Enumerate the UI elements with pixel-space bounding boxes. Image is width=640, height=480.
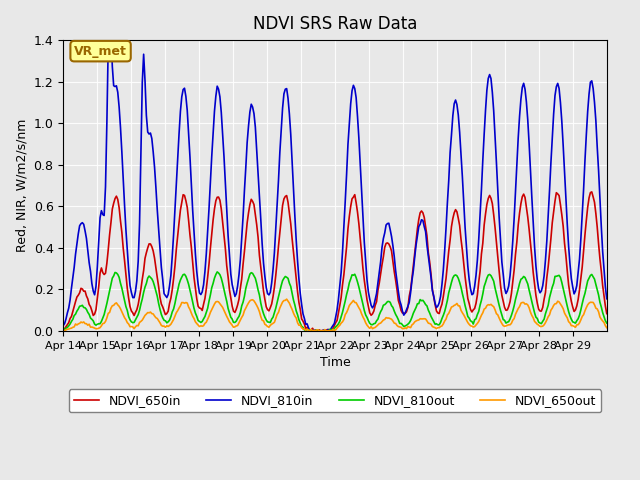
NDVI_650in xyxy=(453,209,461,215)
NDVI_810out xyxy=(125,314,132,320)
NDVI_650in xyxy=(313,328,321,334)
Line: NDVI_650out: NDVI_650out xyxy=(63,299,607,331)
NDVI_810out xyxy=(213,269,221,275)
NDVI_810in xyxy=(457,151,465,157)
NDVI_810out xyxy=(457,284,465,290)
NDVI_810out xyxy=(404,321,412,327)
NDVI_810in xyxy=(404,303,412,309)
NDVI_650out xyxy=(457,308,465,313)
Line: NDVI_810in: NDVI_810in xyxy=(63,7,607,331)
NDVI_650in xyxy=(275,243,282,249)
NDVI_810in xyxy=(603,296,611,301)
Line: NDVI_650in: NDVI_650in xyxy=(63,192,607,331)
NDVI_650out xyxy=(125,321,132,327)
X-axis label: Time: Time xyxy=(319,356,350,369)
NDVI_650in xyxy=(125,295,132,301)
NDVI_810in xyxy=(276,149,284,155)
NDVI_650in xyxy=(456,223,463,228)
NDVI_810in xyxy=(60,323,67,328)
NDVI_810out xyxy=(603,320,611,326)
NDVI_810in xyxy=(106,4,113,10)
NDVI_650out xyxy=(60,327,67,333)
NDVI_810out xyxy=(454,276,462,281)
NDVI_650in xyxy=(237,286,244,291)
NDVI_650out xyxy=(283,296,291,302)
NDVI_810in xyxy=(307,328,315,334)
NDVI_650out xyxy=(237,317,244,323)
NDVI_650out xyxy=(275,310,282,315)
NDVI_810in xyxy=(238,235,246,241)
NDVI_650in xyxy=(403,309,410,315)
Text: VR_met: VR_met xyxy=(74,45,127,58)
NDVI_810in xyxy=(454,112,462,118)
Legend: NDVI_650in, NDVI_810in, NDVI_810out, NDVI_650out: NDVI_650in, NDVI_810in, NDVI_810out, NDV… xyxy=(68,389,601,412)
NDVI_810out xyxy=(60,326,67,332)
NDVI_650out xyxy=(404,324,412,329)
NDVI_810out xyxy=(276,288,284,294)
NDVI_650out xyxy=(603,325,611,331)
NDVI_650in xyxy=(588,189,596,195)
Line: NDVI_810out: NDVI_810out xyxy=(63,272,607,331)
NDVI_650in xyxy=(60,328,67,334)
Y-axis label: Red, NIR, W/m2/s/nm: Red, NIR, W/m2/s/nm xyxy=(15,119,28,252)
NDVI_810in xyxy=(126,283,134,288)
NDVI_810out xyxy=(238,303,246,309)
NDVI_650in xyxy=(603,311,611,316)
NDVI_650out xyxy=(306,328,314,334)
NDVI_650out xyxy=(454,303,462,309)
Title: NDVI SRS Raw Data: NDVI SRS Raw Data xyxy=(253,15,417,33)
NDVI_810out xyxy=(307,328,315,334)
